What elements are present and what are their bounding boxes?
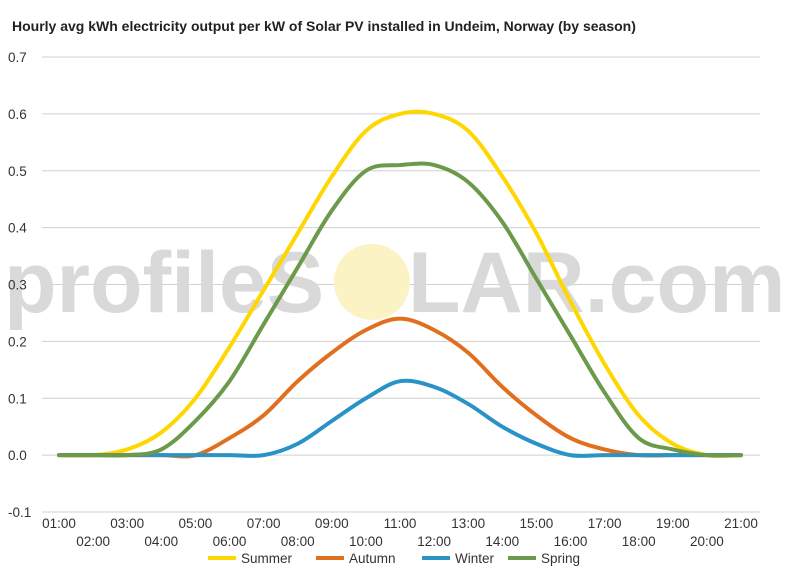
x-tick-label: 19:00 (656, 516, 690, 531)
watermark: profileS LAR.com (4, 235, 785, 331)
legend-label-summer: Summer (241, 551, 293, 566)
watermark-sun-icon (334, 244, 410, 320)
x-tick-label: 08:00 (281, 534, 315, 549)
y-tick-label: 0.3 (8, 278, 27, 293)
series-line-summer (57, 109, 743, 458)
y-tick-label: 0.0 (8, 448, 27, 463)
x-tick-label: 17:00 (588, 516, 622, 531)
x-tick-label: 02:00 (76, 534, 110, 549)
x-tick-label: 01:00 (42, 516, 76, 531)
watermark-text-right: LAR.com (408, 235, 785, 331)
y-tick-label: 0.7 (8, 50, 27, 65)
x-tick-label: 13:00 (451, 516, 485, 531)
x-tick-label: 21:00 (724, 516, 758, 531)
y-tick-label: 0.2 (8, 334, 27, 349)
y-tick-label: -0.1 (8, 505, 31, 520)
x-tick-label: 14:00 (485, 534, 519, 549)
y-tick-label: 0.5 (8, 164, 27, 179)
x-tick-label: 04:00 (144, 534, 178, 549)
x-tick-label: 03:00 (110, 516, 144, 531)
y-axis-tick-labels: -0.1 0.0 0.1 0.2 0.3 0.4 0.5 0.6 0.7 (8, 50, 31, 520)
x-tick-label: 10:00 (349, 534, 383, 549)
x-tick-label: 20:00 (690, 534, 724, 549)
y-tick-label: 0.4 (8, 221, 27, 236)
x-tick-label: 11:00 (384, 516, 417, 531)
y-tick-label: 0.6 (8, 107, 27, 122)
x-tick-label: 05:00 (179, 516, 213, 531)
series-line-spring (57, 161, 743, 458)
x-tick-label: 18:00 (622, 534, 656, 549)
x-axis-tick-labels: 01:0002:0003:0004:0005:0006:0007:0008:00… (42, 516, 758, 549)
legend: Summer Autumn Winter Spring (208, 551, 580, 566)
x-tick-label: 15:00 (520, 516, 554, 531)
legend-label-autumn: Autumn (349, 551, 396, 566)
chart-title: Hourly avg kWh electricity output per kW… (12, 18, 636, 34)
x-tick-label: 06:00 (213, 534, 247, 549)
x-tick-label: 12:00 (417, 534, 451, 549)
legend-label-winter: Winter (455, 551, 495, 566)
legend-label-spring: Spring (541, 551, 580, 566)
series-line-winter (57, 378, 743, 458)
watermark-text-left: profileS (4, 235, 324, 331)
y-tick-label: 0.1 (8, 391, 27, 406)
x-tick-label: 16:00 (554, 534, 588, 549)
x-tick-label: 07:00 (247, 516, 281, 531)
series-lines (57, 109, 743, 459)
x-tick-label: 09:00 (315, 516, 349, 531)
